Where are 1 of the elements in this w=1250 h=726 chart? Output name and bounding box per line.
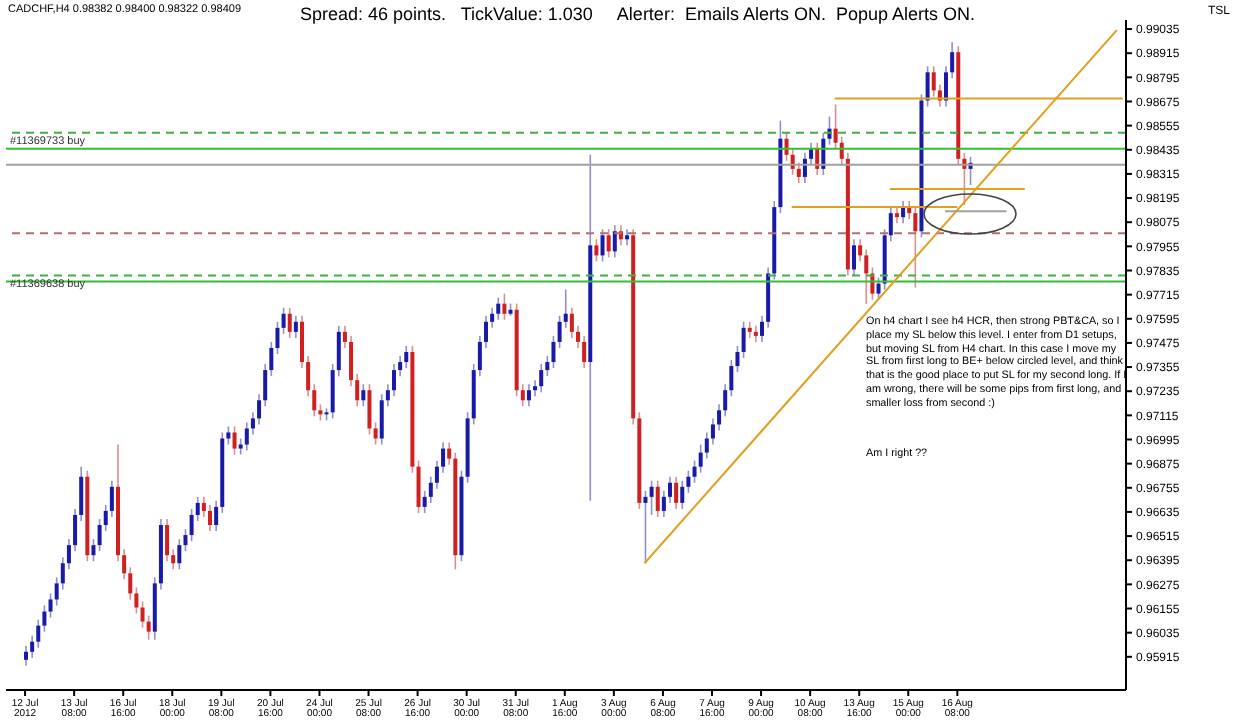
chart-subtitle: Spread: 46 points. TickValue: 1.030 Alerter: Emails Alerts ON. Popup Alerts ON. (300, 4, 975, 24)
